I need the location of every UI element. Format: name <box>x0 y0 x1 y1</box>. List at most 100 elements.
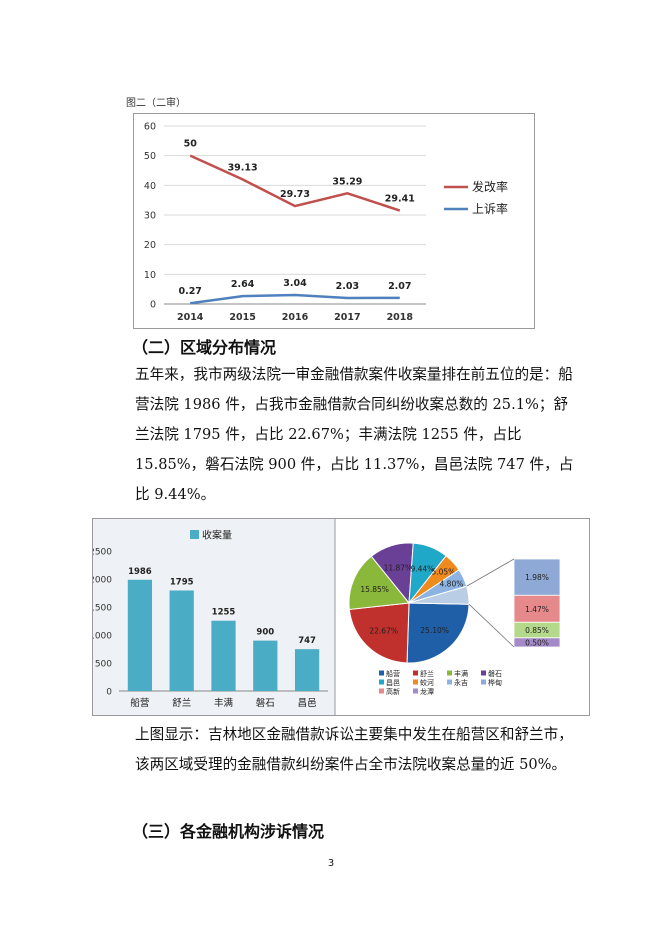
legend-label: 上诉率 <box>472 201 508 216</box>
page-number: 3 <box>327 858 335 869</box>
bar <box>294 649 320 691</box>
y-tick-label: 50 <box>144 151 156 162</box>
x-tick-label: 丰满 <box>214 697 234 709</box>
data-label: 29.41 <box>385 194 415 205</box>
pie-slice <box>348 555 410 610</box>
data-label: 1255 <box>212 608 236 618</box>
legend-label: 桦甸 <box>488 678 502 687</box>
x-tick-label: 昌邑 <box>298 698 317 709</box>
data-label: 747 <box>298 636 316 646</box>
y-tick-label: 20 <box>144 240 156 251</box>
section3-heading: （三）各金融机构涉诉情况 <box>132 822 325 841</box>
legend-swatch <box>481 670 486 676</box>
breakout-label: 0.85% <box>525 626 549 635</box>
legend-label: 高新 <box>386 687 400 696</box>
breakout-segment <box>513 594 561 623</box>
pie-slice-other <box>408 585 470 605</box>
x-tick-label: 2015 <box>229 312 255 323</box>
x-tick-label: 2014 <box>177 312 204 323</box>
y-tick-label: 2500 <box>93 548 112 558</box>
x-tick-label: 2017 <box>334 312 360 323</box>
connector-line <box>466 558 515 587</box>
distribution-charts: 0 500 1000 1500 2000 2500 收案量 1986 船营 1795 舒兰 1255 丰… <box>89 518 590 716</box>
bar <box>169 590 194 691</box>
series-line <box>190 293 400 305</box>
pie-slice <box>348 602 410 664</box>
section2-heading: （二）区域分布情况 <box>132 338 277 357</box>
series-line <box>189 154 401 212</box>
legend-swatch <box>379 670 384 676</box>
y-tick-label: 1000 <box>93 632 112 642</box>
legend-swatch <box>447 670 452 676</box>
y-tick-label: 40 <box>144 181 156 192</box>
bar <box>127 579 153 691</box>
legend-swatch <box>413 670 418 676</box>
breakout-label: 0.50% <box>525 638 549 647</box>
legend-label: 舒兰 <box>420 669 434 678</box>
data-label: 29.73 <box>280 189 310 200</box>
x-tick-label: 船营 <box>130 697 149 709</box>
legend-label: 永吉 <box>454 678 468 687</box>
slice-label: 5.05% <box>431 567 455 576</box>
data-label: 2.03 <box>336 281 359 292</box>
data-label: 900 <box>256 628 274 638</box>
connector-line <box>468 603 515 648</box>
legend-swatch <box>413 679 418 685</box>
y-tick-label: 500 <box>95 660 112 670</box>
y-tick-label: 60 <box>144 122 156 133</box>
slice-label: 11.87% <box>384 564 413 573</box>
section2-text: 五年来，我市两级法院一审金融借款案件收案量排在前五位的是：船营法院 1986 件… <box>135 366 574 503</box>
data-label: 2.64 <box>231 279 255 290</box>
legend-swatch <box>413 688 418 694</box>
legend-swatch <box>379 688 384 694</box>
y-tick-label: 1500 <box>93 604 112 614</box>
data-label: 35.29 <box>332 176 362 187</box>
data-label: 39.13 <box>228 162 258 173</box>
legend-label: 发改率 <box>472 179 508 194</box>
slice-label: 15.85% <box>360 585 389 594</box>
data-label: 3.04 <box>283 278 307 289</box>
y-tick-label: 0 <box>150 300 156 311</box>
breakout-label: 1.98% <box>525 573 549 582</box>
data-label: 0.27 <box>178 286 201 297</box>
data-label: 2.07 <box>388 281 411 292</box>
section2-paragraph: 五年来，我市两级法院一审金融借款案件收案量排在前五位的是：船营法院 1986 件… <box>95 360 575 510</box>
bar <box>211 620 236 691</box>
data-label: 1986 <box>128 567 152 577</box>
legend-label: 昌邑 <box>386 679 400 687</box>
legend-swatch <box>379 679 384 685</box>
legend-label: 磐石 <box>488 669 502 678</box>
bar <box>253 640 278 691</box>
legend-swatch <box>481 679 486 685</box>
distribution-svg: 0 500 1000 1500 2000 2500 收案量 1986 船营 1795 舒兰 1255 丰… <box>89 519 561 715</box>
breakout-label: 1.47% <box>525 605 549 614</box>
line-chart-svg: 0 10 20 30 40 50 60 2014 2015 2016 2017 2018 50 39.13… <box>144 122 508 324</box>
legend-label: 丰满 <box>454 669 468 678</box>
figure-caption: 图二（二审） <box>126 98 186 109</box>
data-label: 1795 <box>170 577 194 587</box>
data-label: 50 <box>184 139 198 150</box>
y-tick-label: 0 <box>106 688 112 698</box>
legend-label: 收案量 <box>202 529 232 542</box>
x-tick-label: 2016 <box>282 312 309 323</box>
analysis-paragraph: 上图显示：吉林地区金融借款诉讼主要集中发生在船营区和舒兰市，该两区域受理的金融借… <box>95 720 575 780</box>
slice-label: 4.80% <box>440 579 464 588</box>
y-tick-label: 10 <box>144 270 156 281</box>
y-tick-label: 30 <box>144 211 156 222</box>
line-chart: 0 10 20 30 40 50 60 2014 2015 2016 2017 2018 50 39.13… <box>133 113 535 329</box>
slice-label: 25.10% <box>420 626 449 635</box>
pie-slice <box>406 602 470 664</box>
legend-swatch <box>190 530 199 539</box>
slice-label: 22.67% <box>369 626 398 635</box>
legend-swatch <box>447 679 452 685</box>
slice-label: 9.44% <box>410 564 434 573</box>
legend-label: 蛟河 <box>420 678 434 687</box>
x-tick-label: 磐石 <box>256 697 275 709</box>
breakout-segment <box>513 637 561 648</box>
y-tick-label: 2000 <box>93 576 112 586</box>
legend-label: 龙潭 <box>420 687 434 696</box>
analysis-text: 上图显示：吉林地区金融借款诉讼主要集中发生在船营区和舒兰市，该两区域受理的金融借… <box>135 726 573 773</box>
x-tick-label: 舒兰 <box>172 697 191 709</box>
x-tick-label: 2018 <box>387 312 414 323</box>
legend-label: 船营 <box>386 669 400 678</box>
